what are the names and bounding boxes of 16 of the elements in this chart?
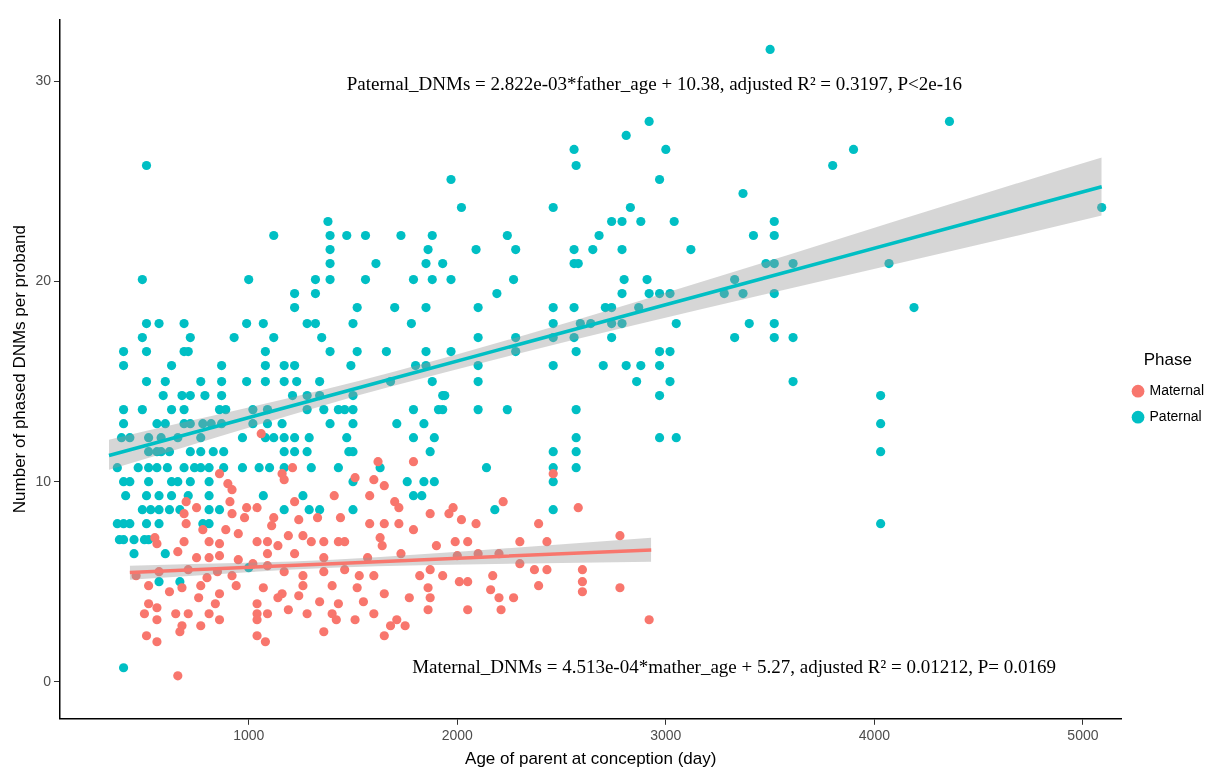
- x-tick-label: 5000: [1067, 727, 1099, 744]
- x-axis-title: Age of parent at conception (day): [465, 749, 717, 769]
- legend-label: Paternal: [1149, 408, 1202, 425]
- y-tick-label: 10: [35, 472, 52, 489]
- legend-title: Phase: [1143, 349, 1192, 369]
- x-tick-label: 3000: [650, 727, 682, 744]
- y-tick-label: 20: [35, 272, 52, 289]
- y-axis-title: Number of phased DNMs per proband: [9, 225, 29, 514]
- annotation: Maternal_DNMs = 4.513e-04*mather_age + 5.27, adjusted R² = 0.01212, P= 0.0169: [412, 655, 1056, 677]
- y-tick-label: 0: [43, 672, 52, 689]
- x-tick-label: 4000: [858, 727, 891, 744]
- x-tick-label: 2000: [441, 727, 474, 744]
- legend-label: Maternal: [1149, 382, 1204, 399]
- x-tick-label: 1000: [233, 727, 265, 744]
- y-tick-label: 30: [35, 72, 52, 89]
- annotation: Paternal_DNMs = 2.822e-03*father_age + 10.38, adjusted R² = 0.3197, P<2e-16: [346, 73, 963, 95]
